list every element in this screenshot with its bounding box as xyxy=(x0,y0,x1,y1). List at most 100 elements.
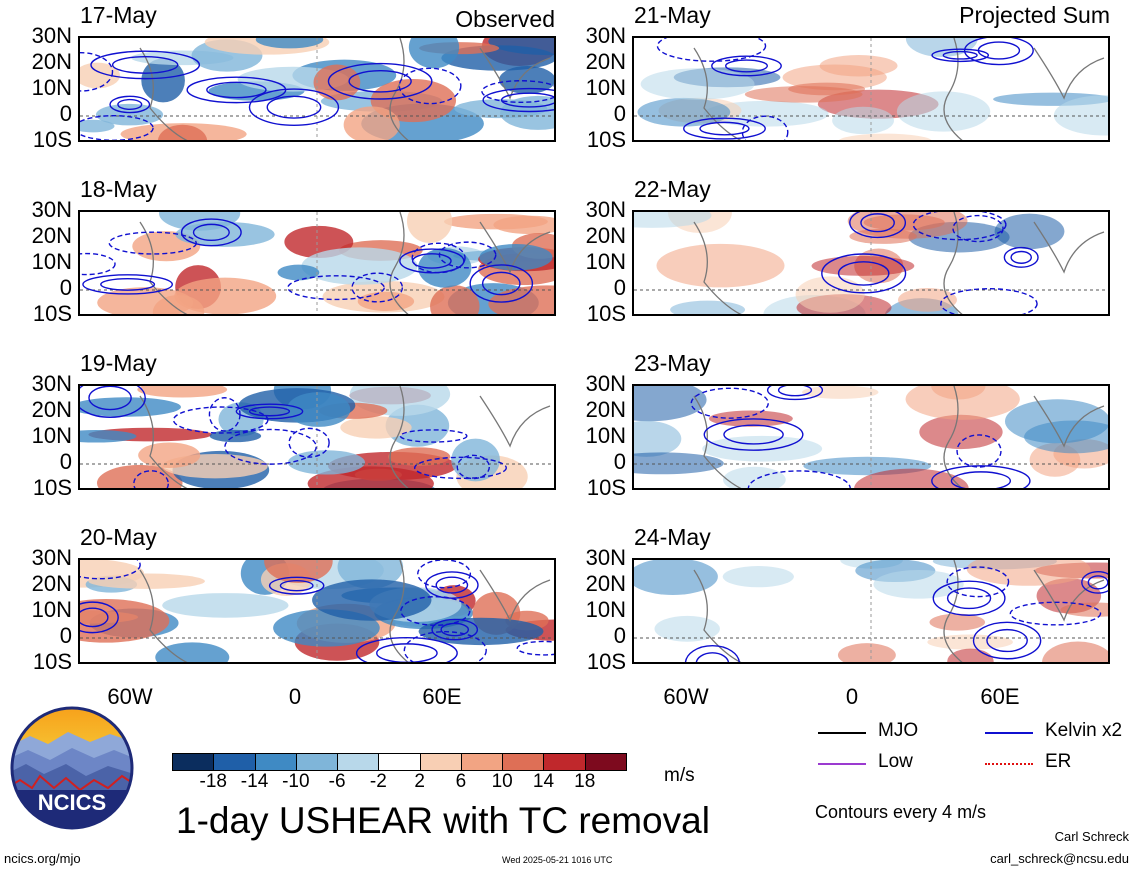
colorbar-tick-label: 2 xyxy=(414,771,425,792)
colorbar-tick-label: -10 xyxy=(282,771,310,792)
latitude-label: 10S xyxy=(586,301,626,326)
shear-field xyxy=(634,560,1108,662)
map-panel xyxy=(632,558,1110,664)
latitude-label: 10S xyxy=(32,649,72,674)
latitude-label: 10N xyxy=(585,75,626,100)
shear-field xyxy=(80,212,554,314)
latitude-label: 0 xyxy=(59,275,72,300)
map-panel xyxy=(78,36,556,142)
colorbar-tick-label: 6 xyxy=(455,771,467,792)
latitude-label: 10N xyxy=(585,597,626,622)
latitude-label: 0 xyxy=(59,101,72,126)
shear-field xyxy=(80,38,554,140)
colorbar-tick-label: -14 xyxy=(240,771,269,792)
latitude-label: 10N xyxy=(585,249,626,274)
colorbar-units: m/s xyxy=(664,765,695,786)
latitude-label: 10N xyxy=(31,249,72,274)
colorbar-swatch xyxy=(460,753,504,771)
latitude-label: 10S xyxy=(586,127,626,152)
colorbar-tick-label: 10 xyxy=(491,771,513,792)
footer-email: carl_schreck@ncsu.edu xyxy=(990,851,1129,866)
panel-date-label: 21-May xyxy=(634,2,711,28)
legend-er-line xyxy=(985,763,1033,765)
map-panel xyxy=(632,384,1110,490)
latitude-label: 20N xyxy=(585,223,626,248)
legend-mjo-label: MJO xyxy=(878,720,919,741)
latitude-label: 10S xyxy=(32,127,72,152)
colorbar-swatch xyxy=(502,753,545,771)
latitude-label: 30N xyxy=(31,197,72,222)
legend-mjo-line xyxy=(818,732,866,734)
map-panel xyxy=(78,558,556,664)
ncics-logo: NCICS xyxy=(10,706,134,830)
footer-author: Carl Schreck xyxy=(1054,829,1129,844)
legend-low-line xyxy=(818,763,866,765)
panel-date-label: 19-May xyxy=(80,350,157,376)
longitude-label: 60E xyxy=(422,684,462,709)
panel-date-label: 18-May xyxy=(80,176,157,202)
longitude-label: 0 xyxy=(845,684,859,709)
shear-field xyxy=(634,386,1108,488)
latitude-label: 30N xyxy=(585,545,626,570)
longitude-label: 60E xyxy=(980,684,1020,709)
colorbar-swatch xyxy=(213,753,256,771)
latitude-label: 10N xyxy=(31,597,72,622)
map-panel xyxy=(632,36,1110,142)
latitude-label: 10S xyxy=(586,649,626,674)
shear-field xyxy=(80,560,554,662)
longitude-label: 60W xyxy=(107,684,153,709)
colorbar-tick-label: -18 xyxy=(199,771,227,792)
latitude-label: 30N xyxy=(31,23,72,48)
colorbar-tick-label: 18 xyxy=(574,771,596,792)
legend-low-label: Low xyxy=(878,751,913,772)
longitude-label: 60W xyxy=(663,684,709,709)
map-panel xyxy=(632,210,1110,316)
colorbar-swatch xyxy=(337,753,380,771)
latitude-label: 20N xyxy=(31,397,72,422)
latitude-label: 0 xyxy=(613,101,626,126)
latitude-label: 10S xyxy=(32,475,72,500)
panel-date-label: 24-May xyxy=(634,524,711,550)
legend-kelvin-line xyxy=(985,732,1033,734)
shear-field xyxy=(634,212,1108,314)
footer-site: ncics.org/mjo xyxy=(4,851,81,866)
colorbar-swatch xyxy=(543,753,586,771)
colorbar-swatch xyxy=(254,753,297,771)
latitude-label: 20N xyxy=(585,49,626,74)
colorbar-swatch xyxy=(295,753,339,771)
panel-date-label: 17-May xyxy=(80,2,157,28)
latitude-label: 20N xyxy=(31,223,72,248)
latitude-label: 0 xyxy=(59,623,72,648)
latitude-label: 10S xyxy=(586,475,626,500)
panel-date-label: 23-May xyxy=(634,350,711,376)
shear-field xyxy=(80,386,554,488)
legend-kelvin-label: Kelvin x2 xyxy=(1045,720,1123,741)
latitude-label: 30N xyxy=(585,23,626,48)
colorbar xyxy=(172,753,627,771)
footer-timestamp: Wed 2025-05-21 1016 UTC xyxy=(502,855,613,865)
latitude-label: 10S xyxy=(32,301,72,326)
latitude-label: 0 xyxy=(59,449,72,474)
colorbar-swatch xyxy=(584,753,627,771)
latitude-label: 20N xyxy=(31,49,72,74)
map-panel xyxy=(78,210,556,316)
latitude-label: 0 xyxy=(613,275,626,300)
colorbar-swatch xyxy=(419,753,462,771)
latitude-label: 10N xyxy=(31,423,72,448)
latitude-label: 30N xyxy=(31,371,72,396)
latitude-label: 0 xyxy=(613,623,626,648)
observed-header: Observed xyxy=(455,6,555,32)
colorbar-swatch xyxy=(172,753,215,771)
colorbar-tick-label: -6 xyxy=(328,771,346,792)
panel-date-label: 22-May xyxy=(634,176,711,202)
latitude-label: 30N xyxy=(585,197,626,222)
latitude-label: 10N xyxy=(585,423,626,448)
latitude-label: 30N xyxy=(31,545,72,570)
colorbar-tick-label: 14 xyxy=(532,771,555,792)
latitude-label: 30N xyxy=(585,371,626,396)
longitude-label: 0 xyxy=(288,684,302,709)
latitude-label: 20N xyxy=(31,571,72,596)
contour-note: Contours every 4 m/s xyxy=(815,802,987,822)
legend-er-label: ER xyxy=(1045,751,1072,772)
colorbar-swatch xyxy=(378,753,421,771)
